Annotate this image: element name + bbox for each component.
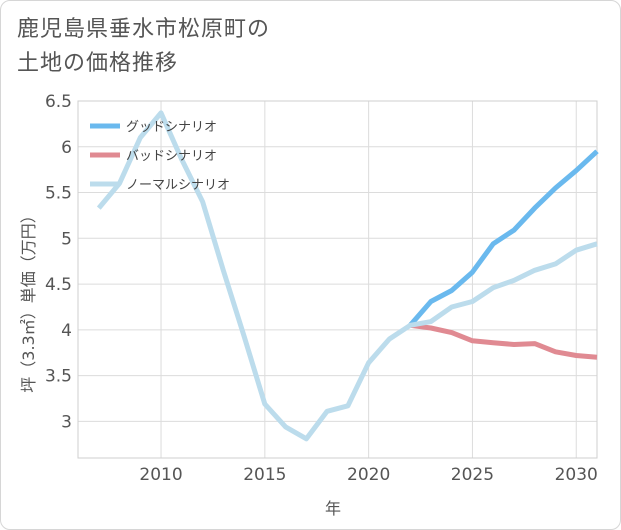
legend-label-2: バッドシナリオ <box>126 149 217 164</box>
y-tick-label: 3 <box>61 412 72 432</box>
y-axis-label: 坪（3.3㎡）単価（万円） <box>19 207 38 392</box>
legend-label-1: グッドシナリオ <box>126 120 217 135</box>
x-axis-label: 年 <box>325 499 341 518</box>
chart-title: 鹿児島県垂水市松原町の 土地の価格推移 <box>17 17 271 76</box>
y-tick-label: 5 <box>61 229 72 249</box>
y-tick-label: 4 <box>61 321 72 341</box>
x-tick-label: 2020 <box>347 465 390 485</box>
series-line-2 <box>409 322 598 360</box>
x-tick-label: 2010 <box>139 465 182 485</box>
y-tick-label: 6 <box>61 138 72 158</box>
y-tick-label: 3.5 <box>45 367 72 387</box>
x-tick-label: 2030 <box>555 465 598 485</box>
plot-frame <box>77 100 598 459</box>
y-tick-label: 6.5 <box>45 92 72 112</box>
tick-labels: 3 3.5 4 4.5 5 5.5 6 6.5 2010 2015 2020 2025 2030 <box>45 92 598 485</box>
series-lines <box>96 110 599 442</box>
y-tick-label: 4.5 <box>45 275 72 295</box>
x-tick-label: 2015 <box>243 465 286 485</box>
x-tick-label: 2025 <box>451 465 494 485</box>
series-line-3 <box>96 110 598 442</box>
series-line-1 <box>408 149 599 327</box>
y-tick-label: 5.5 <box>45 184 72 204</box>
axes <box>77 100 598 459</box>
legend-label-3: ノーマルシナリオ <box>126 178 230 193</box>
